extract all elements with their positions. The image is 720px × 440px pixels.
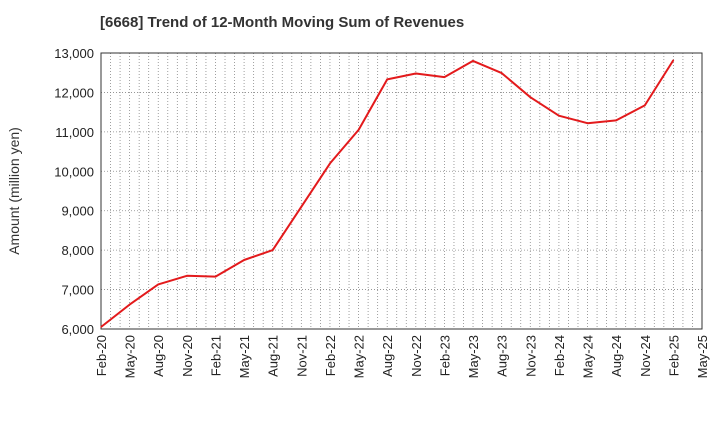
data-point xyxy=(357,129,360,131)
revenue-series-line xyxy=(100,59,675,328)
series-line-layer xyxy=(100,59,675,328)
x-tick-label: Feb-21 xyxy=(208,335,223,376)
x-tick-label: Aug-21 xyxy=(266,335,281,377)
y-tick-label: 8,000 xyxy=(61,243,94,258)
data-point xyxy=(644,104,646,107)
chart-title: [6668] Trend of 12-Month Moving Sum of R… xyxy=(100,14,465,31)
x-tick-label: Nov-23 xyxy=(523,335,538,377)
y-tick-label: 12,000 xyxy=(54,85,94,100)
y-axis-ticks: 6,000 7,000 8,000 9,000 10,000 11,000 12,000 13… xyxy=(54,46,94,337)
x-tick-label: May-25 xyxy=(695,335,710,378)
x-tick-label: Feb-20 xyxy=(94,335,109,376)
grid xyxy=(101,53,702,329)
y-tick-label: 13,000 xyxy=(54,46,94,61)
y-tick-label: 6,000 xyxy=(61,322,94,337)
plot-area xyxy=(100,52,703,330)
y-axis-label: Amount (million yen) xyxy=(6,127,22,255)
x-tick-label: Feb-25 xyxy=(666,335,681,376)
data-point xyxy=(443,76,446,78)
y-tick-label: 9,000 xyxy=(61,204,94,219)
data-point xyxy=(129,303,131,306)
data-point xyxy=(672,59,674,61)
data-point xyxy=(186,275,188,277)
x-tick-label: May-21 xyxy=(237,335,252,378)
x-tick-label: Nov-22 xyxy=(409,335,424,377)
data-point xyxy=(329,162,331,164)
data-point xyxy=(386,78,388,81)
x-tick-label: May-23 xyxy=(466,335,481,378)
x-tick-label: Feb-24 xyxy=(552,335,567,376)
data-point xyxy=(157,283,159,286)
y-tick-label: 11,000 xyxy=(55,125,94,140)
x-tick-label: Aug-23 xyxy=(495,335,510,377)
data-point xyxy=(472,60,474,62)
data-point xyxy=(300,206,302,208)
data-point xyxy=(586,122,589,124)
x-tick-label: May-24 xyxy=(581,335,596,378)
data-point xyxy=(558,115,560,117)
x-tick-label: Aug-20 xyxy=(151,335,166,377)
x-tick-label: May-22 xyxy=(352,335,367,378)
y-tick-label: 7,000 xyxy=(61,283,94,298)
data-point xyxy=(415,72,417,75)
x-tick-label: Feb-23 xyxy=(437,335,452,376)
x-tick-label: Nov-20 xyxy=(180,335,195,377)
x-axis-ticks: Feb-20 May-20 Aug-20 Nov-20 Feb-21 May-21 Aug-… xyxy=(94,335,710,378)
data-point xyxy=(501,72,503,74)
data-point xyxy=(243,259,245,261)
x-tick-label: Aug-22 xyxy=(380,335,395,377)
data-point xyxy=(615,119,617,122)
data-point xyxy=(214,275,217,278)
x-tick-label: Aug-24 xyxy=(609,335,624,377)
x-tick-label: Nov-24 xyxy=(638,335,653,377)
data-point xyxy=(100,326,102,328)
data-point xyxy=(272,249,274,251)
x-tick-label: Feb-22 xyxy=(323,335,338,376)
data-point xyxy=(529,96,531,98)
y-tick-label: 10,000 xyxy=(54,164,94,179)
x-tick-label: Nov-21 xyxy=(294,335,309,377)
x-tick-label: May-20 xyxy=(123,335,138,378)
